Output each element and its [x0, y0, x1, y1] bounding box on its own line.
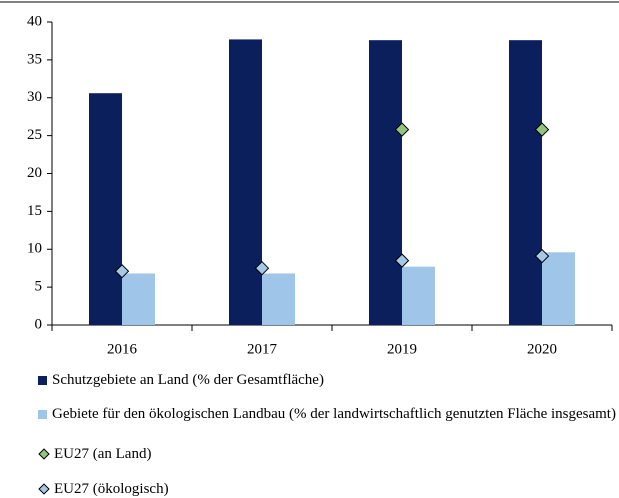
legend-swatch	[38, 448, 50, 460]
bar	[402, 266, 435, 325]
legend-item: EU27 (ökologisch)	[38, 481, 618, 498]
marker	[114, 264, 130, 279]
legend-label: EU27 (ökologisch)	[54, 481, 169, 497]
marker	[394, 253, 410, 268]
y-tick-label: 5	[35, 279, 43, 295]
y-tick-label: 30	[27, 89, 42, 105]
y-tick-label: 25	[27, 127, 42, 143]
marker	[394, 122, 410, 137]
y-tick-label: 40	[27, 13, 42, 29]
y-tick-label: 35	[27, 51, 42, 67]
legend-swatch	[38, 410, 47, 419]
x-tick-label: 2016	[107, 341, 138, 357]
legend-label: Gebiete für den ökologischen Landbau (% …	[52, 406, 616, 422]
marker	[254, 260, 270, 276]
x-tick-label: 2019	[387, 341, 417, 357]
legend-item: Gebiete für den ökologischen Landbau (% …	[38, 406, 618, 423]
bar	[229, 39, 262, 326]
bar	[509, 40, 542, 326]
bar	[369, 40, 402, 326]
bar	[89, 93, 122, 325]
x-tick-label: 2017	[247, 341, 278, 357]
bar	[122, 273, 155, 325]
legend-label: Schutzgebiete an Land (% der Gesamtfläch…	[52, 372, 324, 388]
legend-label: EU27 (an Land)	[54, 446, 152, 462]
y-tick-label: 15	[27, 203, 42, 219]
x-tick-label: 2020	[527, 341, 557, 357]
legend-item: Schutzgebiete an Land (% der Gesamtfläch…	[38, 372, 618, 389]
bar	[542, 252, 575, 325]
chart: 0 5 10 15 20 25 30 35 40 2016 2017 2019 2020	[0, 1, 619, 357]
y-tick-label: 10	[27, 241, 42, 257]
marker	[534, 122, 550, 137]
legend-swatch	[38, 376, 47, 385]
y-tick-label: 0	[35, 316, 43, 332]
y-tick-label: 20	[27, 165, 42, 181]
bar	[262, 273, 295, 325]
marker	[534, 248, 550, 264]
legend-item: EU27 (an Land)	[38, 446, 618, 463]
legend-swatch	[38, 483, 50, 495]
